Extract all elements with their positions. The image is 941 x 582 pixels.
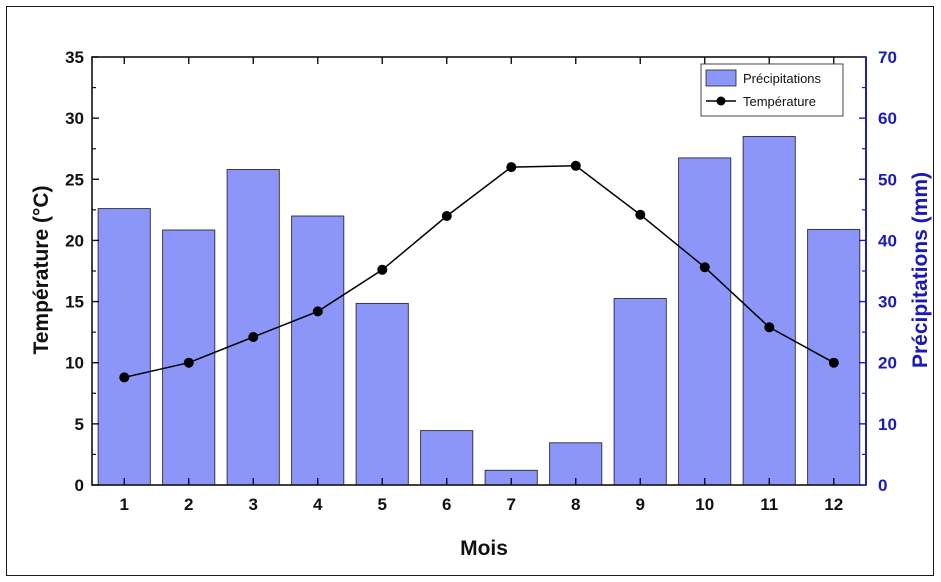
y-tick-label-right-30: 30: [878, 293, 897, 312]
bar-precipitation-10: [678, 157, 732, 486]
bar-precipitation-5: [355, 302, 409, 486]
temperature-point-4: [312, 306, 323, 317]
temperature-point-1: [119, 372, 130, 383]
y-tick-label-right-10: 10: [878, 415, 897, 434]
x-tick-label-5: 5: [378, 495, 387, 514]
y-axis-title-left: Température (°C): [30, 185, 53, 354]
temperature-line-layer: [119, 160, 839, 383]
temperature-point-12: [828, 357, 839, 368]
x-tick-label-2: 2: [184, 495, 193, 514]
y-tick-label-right-20: 20: [878, 354, 897, 373]
y-tick-label-left-0: 0: [75, 476, 84, 495]
y-tick-label-right-60: 60: [878, 109, 897, 128]
x-axis-title: Mois: [460, 537, 508, 560]
y-tick-label-right-40: 40: [878, 231, 897, 250]
y-tick-label-left-30: 30: [65, 109, 84, 128]
temperature-point-8: [570, 160, 581, 171]
bars-layer: [97, 136, 861, 486]
bar-precipitation-2: [162, 229, 216, 486]
temperature-point-5: [377, 264, 388, 275]
y-tick-label-left-5: 5: [75, 415, 84, 434]
legend-swatch-temperature-marker: [716, 96, 726, 106]
bar-precipitation-8: [549, 442, 603, 486]
temperature-point-7: [506, 162, 517, 173]
bar-precipitation-12: [807, 228, 861, 486]
y-tick-label-right-0: 0: [878, 476, 887, 495]
x-tick-label-8: 8: [571, 495, 580, 514]
x-tick-label-10: 10: [695, 495, 714, 514]
bar-precipitation-3: [226, 169, 280, 486]
y-tick-label-left-25: 25: [65, 170, 84, 189]
bar-precipitation-1: [97, 208, 151, 486]
bar-precipitation-4: [291, 215, 345, 486]
temperature-point-11: [764, 322, 775, 333]
y-tick-label-right-70: 70: [878, 48, 897, 67]
temperature-point-10: [699, 262, 710, 273]
y-tick-label-left-35: 35: [65, 48, 84, 67]
y-tick-label-left-15: 15: [65, 293, 84, 312]
x-tick-label-9: 9: [636, 495, 645, 514]
temperature-point-6: [441, 211, 452, 221]
x-tick-label-7: 7: [507, 495, 516, 514]
y-tick-label-left-10: 10: [65, 354, 84, 373]
legend-label-temperature: Température: [743, 94, 816, 109]
legend-label-precipitations: Précipitations: [743, 71, 822, 86]
y-axis-title-right: Précipitations (mm): [909, 172, 932, 368]
temperature-point-2: [183, 357, 194, 368]
bar-precipitation-6: [420, 430, 474, 486]
x-tick-label-3: 3: [249, 495, 258, 514]
x-tick-label-11: 11: [760, 495, 778, 514]
legend: Précipitations Température: [700, 63, 844, 117]
x-tick-label-4: 4: [313, 495, 323, 514]
y-tick-label-left-20: 20: [65, 231, 84, 250]
x-tick-label-6: 6: [442, 495, 451, 514]
y-tick-label-right-50: 50: [878, 170, 897, 189]
x-tick-label-12: 12: [824, 495, 843, 514]
temperature-point-9: [635, 209, 646, 220]
legend-swatch-precipitations: [705, 69, 737, 87]
temperature-point-3: [248, 332, 259, 342]
x-tick-label-1: 1: [120, 495, 129, 514]
temperature-line: [124, 165, 835, 379]
bar-precipitation-9: [613, 298, 667, 486]
